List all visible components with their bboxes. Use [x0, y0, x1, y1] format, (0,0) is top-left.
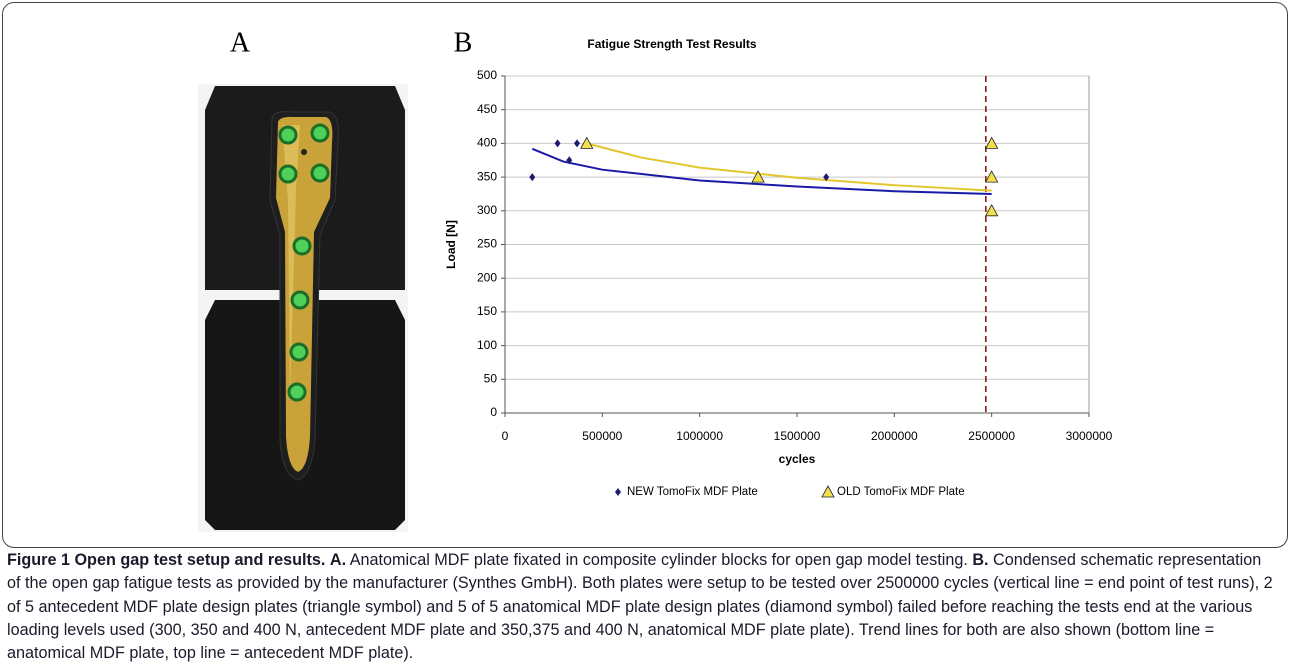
trend-line: [531, 147, 992, 195]
point: [984, 203, 999, 217]
x-tick-label: 2000000: [871, 429, 918, 443]
y-tick-label: 400: [477, 136, 497, 150]
caption-label: A.: [329, 551, 347, 569]
point: [574, 139, 581, 148]
caption-label: B.: [972, 551, 989, 569]
y-axis-label: Load [N]: [444, 220, 458, 269]
point: [580, 136, 594, 149]
y-tick-label: 0: [490, 405, 497, 419]
x-tick-label: 1500000: [774, 429, 821, 443]
x-tick-label: 0: [502, 429, 509, 443]
legend-label: NEW TomoFix MDF Plate: [627, 486, 758, 498]
x-axis-label: cycles: [779, 452, 816, 466]
x-tick-label: 2500000: [968, 429, 1015, 443]
trend-line: [586, 142, 992, 192]
panel-label: B: [454, 27, 473, 58]
caption: Figure 1 Open gap test setup and results…: [7, 549, 1277, 665]
y-tick-label: 250: [477, 237, 497, 251]
caption-title: Figure 1 Open gap test setup and results…: [7, 551, 326, 569]
point: [984, 136, 999, 149]
chart-title: Fatigue Strength Test Results: [587, 37, 756, 51]
y-tick-label: 500: [477, 68, 497, 82]
point: [823, 173, 830, 182]
point: [529, 173, 536, 182]
y-tick-label: 150: [477, 304, 497, 318]
y-tick-label: 100: [477, 338, 497, 352]
x-tick-label: 500000: [582, 429, 622, 443]
y-tick-label: 50: [484, 371, 498, 385]
legend-label: OLD TomoFix MDF Plate: [837, 486, 965, 498]
point: [554, 139, 561, 148]
figure-frame: [2, 2, 1288, 548]
x-tick-label: 1000000: [676, 429, 723, 443]
panel-label: A: [230, 27, 251, 58]
caption-text: Condensed schematic representation of th…: [7, 551, 1273, 663]
caption-text: Anatomical MDF plate fixated in composit…: [349, 551, 968, 569]
legend-marker: [821, 485, 835, 498]
photo: [198, 84, 408, 532]
point: [984, 170, 999, 183]
y-tick-label: 350: [477, 169, 497, 183]
y-tick-label: 300: [477, 203, 497, 217]
x-tick-label: 3000000: [1066, 429, 1113, 443]
point: [566, 156, 573, 165]
legend-marker: [615, 488, 621, 496]
point: [751, 170, 765, 183]
figure: A B Fatigue Strength Test Results 0 50 100 1…: [198, 27, 1113, 532]
y-tick-label: 200: [477, 270, 497, 284]
y-tick-label: 450: [477, 102, 497, 116]
